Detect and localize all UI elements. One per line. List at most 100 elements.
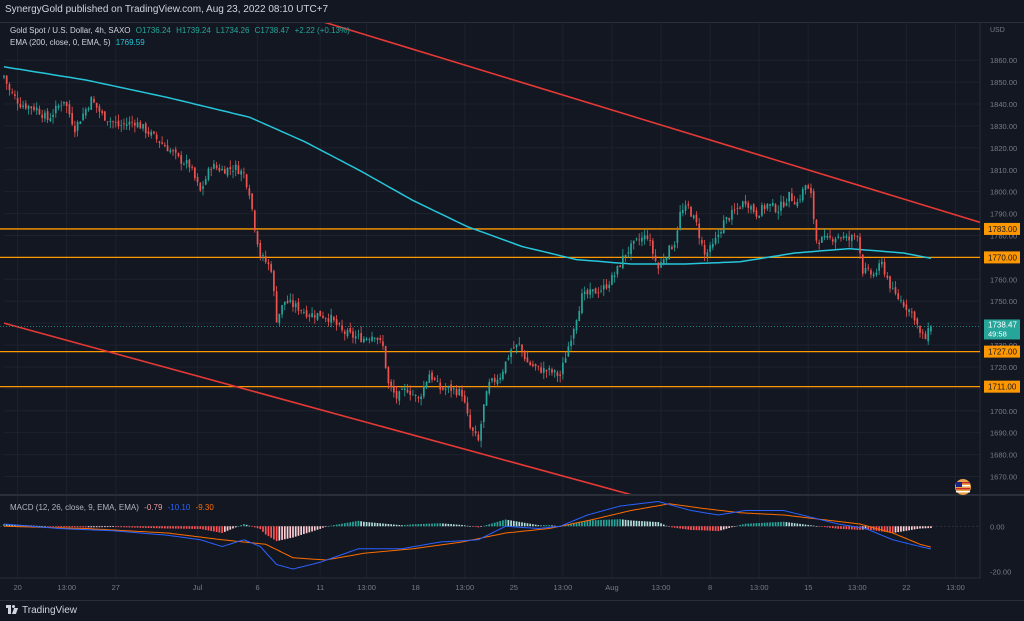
candle-body: [619, 265, 621, 267]
macd-histogram-bar: [52, 526, 54, 527]
tradingview-brand[interactable]: TradingView: [6, 605, 77, 616]
macd-histogram-bar: [253, 526, 256, 528]
macd-histogram-bar: [600, 519, 602, 527]
macd-histogram-bar: [681, 526, 684, 529]
macd-histogram-bar: [551, 525, 553, 527]
macd-histogram-bar: [218, 526, 221, 533]
candle-body: [125, 124, 128, 126]
macd-histogram-bar: [510, 520, 512, 527]
macd-histogram-bar: [74, 526, 76, 528]
candle-body: [856, 236, 859, 238]
macd-histogram-bar: [234, 526, 237, 528]
candle-body: [444, 388, 447, 390]
level-price-label: 1727.00: [988, 348, 1017, 357]
macd-histogram-bar: [553, 525, 556, 527]
time-axis-tick-label: Aug: [605, 583, 618, 592]
macd-histogram-bar: [722, 526, 725, 530]
macd-histogram-bar: [65, 526, 68, 528]
candle-body: [210, 169, 213, 171]
macd-histogram-bar: [540, 525, 542, 527]
time-axis-tick-label: 13:00: [357, 583, 376, 592]
macd-histogram-bar: [196, 526, 199, 529]
candle-body: [308, 315, 311, 317]
candle-body: [352, 331, 354, 338]
macd-histogram-bar: [54, 526, 57, 527]
time-axis-tick-label: 13:00: [553, 583, 572, 592]
candle-body: [671, 246, 673, 250]
price-axis-tick-label: 1690.00: [990, 429, 1017, 438]
macd-histogram-bar: [897, 526, 900, 533]
macd-histogram-bar: [831, 526, 834, 529]
macd-histogram-bar: [188, 526, 191, 529]
macd-histogram-bar: [472, 526, 474, 527]
macd-histogram-bar: [164, 526, 166, 529]
macd-histogram-bar: [341, 523, 343, 527]
candle-body: [542, 368, 545, 373]
macd-axis-tick-label: -20.00: [990, 567, 1011, 576]
candle-body: [461, 389, 463, 397]
candle-body: [469, 414, 472, 428]
macd-legend[interactable]: MACD (12, 26, close, 9, EMA, EMA) -0.79 …: [10, 503, 217, 512]
macd-histogram-bar: [240, 525, 243, 527]
candle-body: [889, 276, 891, 289]
candle-body: [346, 330, 349, 337]
macd-histogram-bar: [134, 526, 136, 528]
macd-hist-value: -0.79: [144, 503, 163, 512]
macd-histogram-bar: [281, 526, 283, 540]
macd-histogram-bar: [393, 524, 395, 527]
macd-histogram-bar: [5, 524, 8, 527]
macd-histogram-bar: [499, 521, 502, 527]
macd-histogram-bar: [63, 526, 65, 528]
candle-body: [142, 124, 144, 129]
macd-histogram-bar: [114, 526, 117, 528]
candle-body: [728, 218, 731, 221]
macd-histogram-bar: [766, 522, 769, 527]
candle-body: [480, 423, 482, 441]
macd-histogram-bar: [414, 524, 417, 527]
candle-body: [665, 257, 668, 261]
macd-histogram-bar: [223, 526, 226, 532]
candle-body: [894, 287, 897, 294]
candle-body: [204, 178, 207, 185]
macd-histogram-bar: [365, 522, 368, 527]
candle-body: [851, 235, 853, 241]
macd-histogram-bar: [213, 526, 215, 532]
candle-body: [458, 388, 461, 395]
macd-histogram-bar: [294, 526, 297, 537]
candle-body: [117, 120, 120, 127]
macd-histogram-bar: [856, 526, 859, 530]
macd-histogram-bar: [570, 524, 572, 527]
candle-body: [482, 404, 485, 423]
candle-body: [881, 261, 883, 265]
candle-body: [777, 211, 780, 213]
candle-body: [158, 141, 161, 143]
candle-body: [572, 329, 575, 339]
change-value: +2.22 (+0.13%): [294, 26, 350, 35]
macd-histogram-bar: [333, 525, 335, 527]
candle-body: [3, 75, 5, 78]
ema-legend[interactable]: EMA (200, close, 0, EMA, 5) 1769.59: [10, 38, 148, 47]
macd-histogram-bar: [491, 523, 493, 527]
macd-histogram-bar: [363, 521, 365, 527]
price-axis-tick-label: 1730.00: [990, 341, 1017, 350]
macd-histogram-bar: [826, 526, 829, 528]
macd-histogram-bar: [801, 524, 804, 527]
macd-histogram-bar: [930, 526, 932, 529]
candle-body: [545, 370, 548, 372]
macd-histogram-bar: [158, 526, 161, 529]
candle-body: [14, 94, 16, 96]
candle-body: [583, 291, 586, 295]
candle-body: [638, 239, 641, 241]
candle-body: [829, 236, 831, 238]
macd-histogram-bar: [368, 522, 371, 527]
macd-histogram-bar: [842, 526, 845, 530]
macd-histogram-bar: [131, 526, 133, 528]
candle-body: [417, 397, 420, 399]
macd-histogram-bar: [676, 526, 679, 529]
macd-histogram-bar: [902, 526, 905, 532]
candle-body: [872, 274, 875, 277]
macd-histogram-bar: [283, 526, 286, 540]
symbol-legend[interactable]: Gold Spot / U.S. Dollar, 4h, SAXO O1736.…: [10, 26, 353, 35]
candle-body: [717, 234, 720, 238]
